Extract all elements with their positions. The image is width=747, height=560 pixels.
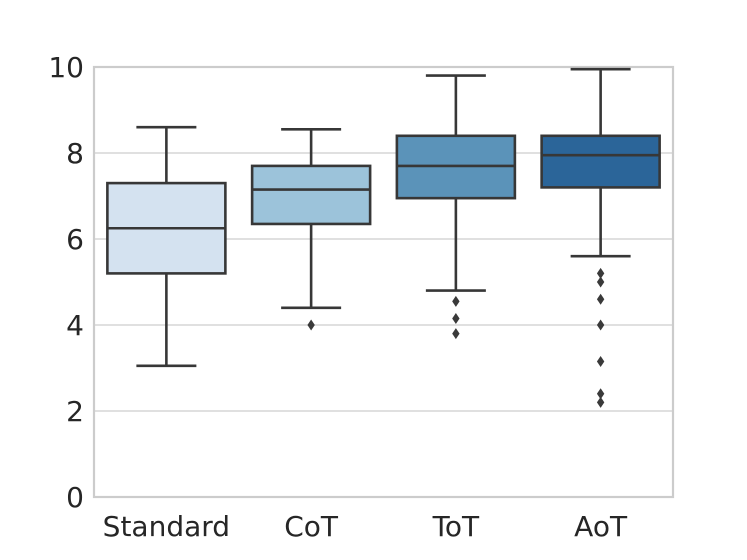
x-category-label-standard: Standard (103, 510, 230, 543)
outlier-point (596, 396, 605, 408)
outlier-point (596, 356, 605, 368)
outlier-point (452, 295, 460, 307)
axes-spines (92, 65, 675, 499)
x-category-label-tot: ToT (432, 510, 480, 543)
iqr-box (250, 164, 372, 226)
box-group-aot (540, 67, 661, 408)
x-category-label-aot: AoT (574, 510, 628, 543)
box-group-cot (250, 128, 372, 331)
y-tick-label-10: 10 (48, 51, 84, 84)
y-tick-label-0: 0 (66, 481, 84, 514)
box-group-tot (395, 74, 517, 340)
outlier-point (596, 388, 605, 400)
box-group-standard (106, 125, 227, 368)
x-category-label-cot: CoT (284, 510, 339, 543)
outlier-point (452, 313, 460, 325)
y-tick-label-4: 4 (66, 309, 84, 342)
outlier-point (596, 276, 605, 288)
iqr-box (540, 134, 661, 189)
outlier-point (452, 328, 460, 340)
outlier-point (307, 319, 315, 331)
outlier-point (596, 319, 605, 331)
outlier-point (596, 293, 605, 305)
y-tick-label-2: 2 (66, 395, 84, 428)
y-tick-label-6: 6 (66, 223, 84, 256)
y-tick-label-8: 8 (66, 137, 84, 170)
plot-area (94, 67, 673, 497)
outlier-point (596, 267, 605, 279)
